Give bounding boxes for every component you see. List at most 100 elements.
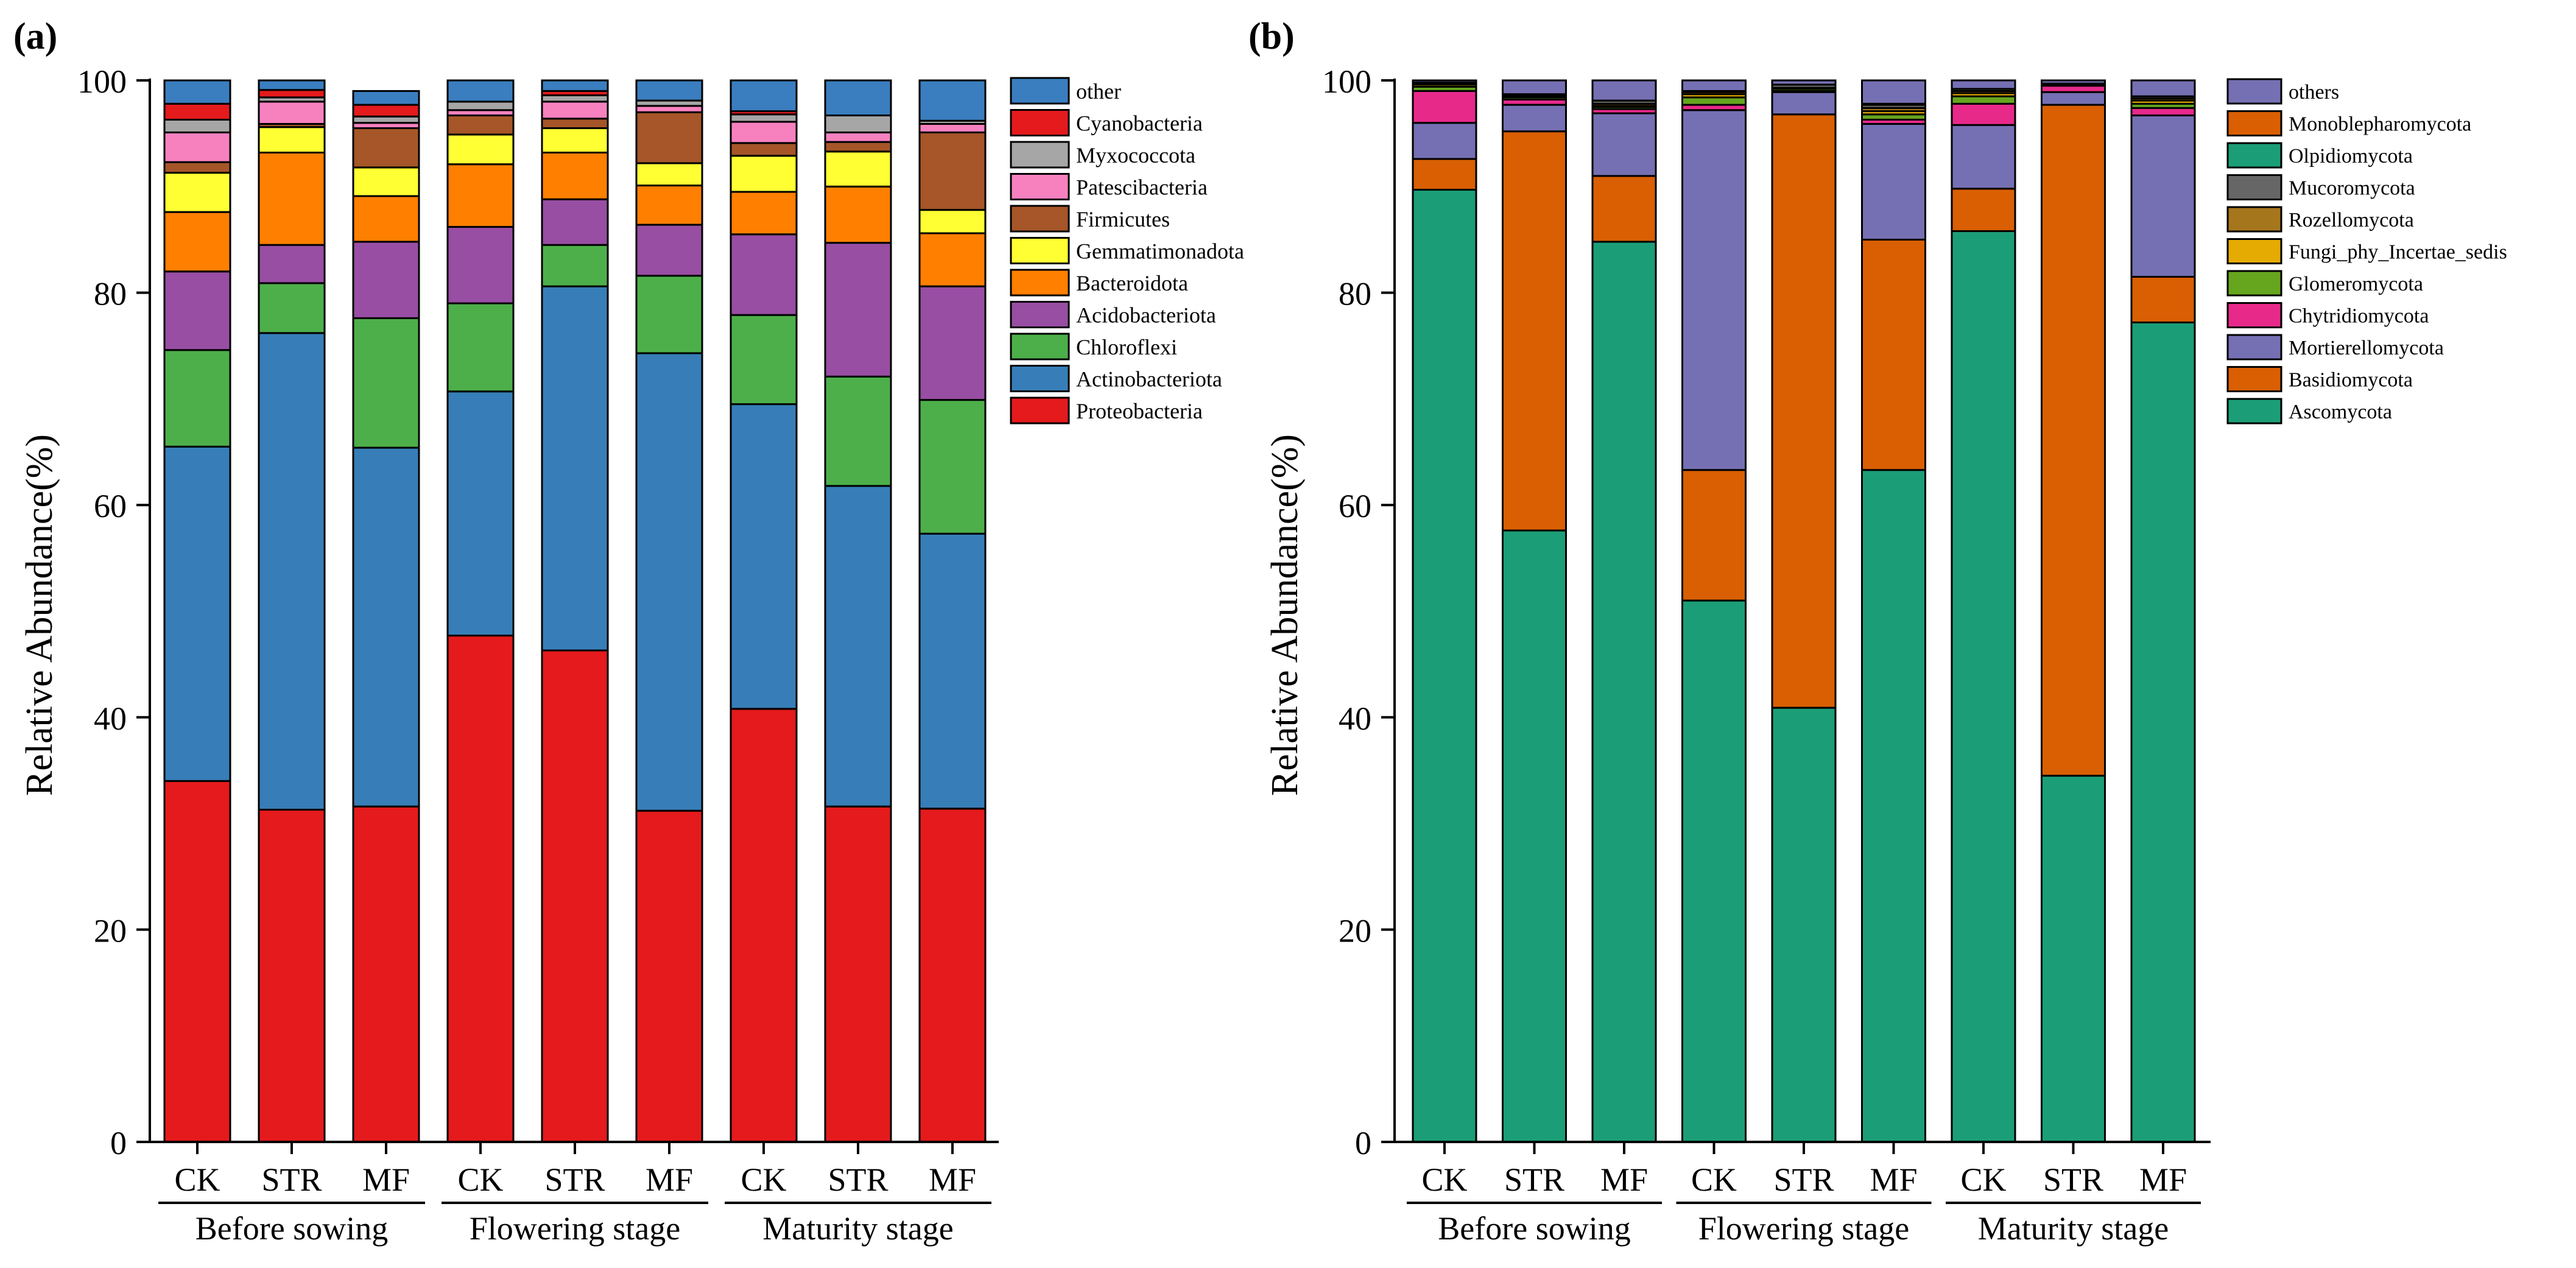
panel-b-fungi-chart: (b) Relative Abundance(%) 0 20 40 60 80 100 C… — [1248, 16, 2507, 1247]
bar-segment-bacteroidota — [258, 152, 326, 246]
bar-segment-other — [163, 79, 231, 105]
bar-segment-gemmatimonadota — [446, 133, 515, 166]
bar-segment-mortierellomycota — [1502, 104, 1567, 133]
bar-segment-chloroflexi — [824, 375, 892, 487]
x-tick-label: MF — [646, 1161, 693, 1198]
legend-swatch — [1010, 237, 1070, 264]
legend-label: Actinobacteriota — [1076, 367, 1222, 392]
bar-segment-others — [2130, 79, 2196, 97]
bar-segment-acidobacteriota — [541, 198, 609, 246]
bar-stack — [446, 79, 515, 1143]
bar-segment-chloroflexi — [163, 349, 231, 448]
bar-segment-ascomycota — [1951, 230, 2016, 1143]
y-tick-label: 0 — [110, 1125, 127, 1161]
bar-segment-proteobacteria — [635, 809, 703, 1143]
legend-label: Myxococcota — [1076, 143, 1195, 167]
legend-item: others — [2226, 78, 2339, 105]
bar-stack — [1771, 79, 1837, 1143]
legend-swatch — [2226, 142, 2282, 169]
bar-segment-cyanobacteria — [258, 89, 326, 99]
bar-segment-myxococcota — [352, 115, 420, 124]
y-tick-label: 20 — [1339, 912, 1371, 949]
legend-item: Fungi_phy_Incertae_sedis — [2226, 238, 2507, 264]
panel-a-bacteria-chart: (a) Relative Abundance(%) 0 20 40 60 80 100 C… — [13, 16, 1244, 1247]
x-tick-label: MF — [1870, 1161, 1917, 1198]
bar-stack — [1681, 79, 1747, 1143]
legend-swatch — [1010, 173, 1070, 200]
y-tick-label: 40 — [94, 700, 127, 737]
bar-segment-gemmatimonadota — [541, 127, 609, 154]
bar-segment-patescibacteria — [163, 131, 231, 163]
bar-segment-chloroflexi — [730, 314, 798, 406]
bar-segment-chytridiomycota — [1412, 90, 1477, 124]
bar-segment-basidiomycota — [1771, 113, 1837, 709]
bar-segment-myxococcota — [163, 118, 231, 133]
bar-stack — [2130, 79, 2196, 1143]
bar-segment-acidobacteriota — [446, 226, 515, 305]
legend-swatch — [1010, 205, 1070, 233]
legend-item: Rozellomycota — [2226, 206, 2414, 233]
legend-swatch — [2226, 174, 2282, 200]
legend-label: Bacteroidota — [1076, 271, 1188, 295]
bar-segment-chloroflexi — [258, 282, 326, 334]
bar-segment-others — [1951, 79, 2016, 90]
panel-a-y-ticks: 0 20 40 60 80 100 — [77, 63, 150, 1161]
bar-segment-gemmatimonadota — [163, 172, 231, 213]
bar-segment-cyanobacteria — [352, 104, 420, 118]
panel-b-x-labels: CK STR MF CK STR MF CK STR MF Before sowing Flower… — [1407, 1142, 2201, 1247]
panel-b-label: (b) — [1248, 16, 1295, 57]
group-label: Before sowing — [1438, 1210, 1630, 1247]
bar-segment-others — [1771, 79, 1837, 86]
legend-item: Patescibacteria — [1010, 173, 1208, 200]
bar-segment-actinobacteriota — [635, 352, 703, 812]
x-tick-label: STR — [2043, 1161, 2103, 1198]
bar-segment-ascomycota — [1681, 599, 1747, 1143]
bar-stack — [730, 79, 798, 1143]
legend-item: Monoblepharomycota — [2226, 110, 2471, 136]
bar-segment-ascomycota — [1412, 189, 1477, 1143]
bar-segment-other — [446, 79, 515, 103]
bar-segment-actinobacteriota — [541, 285, 609, 652]
legend-label: Gemmatimonadota — [1076, 239, 1244, 264]
legend-item: Chytridiomycota — [2226, 302, 2429, 328]
x-tick-label: MF — [2139, 1161, 2187, 1198]
legend-item: Chloroflexi — [1010, 333, 1177, 361]
bar-segment-mortierellomycota — [2130, 114, 2196, 278]
bar-segment-mortierellomycota — [1861, 122, 1926, 241]
legend-item: Glomeromycota — [2226, 270, 2423, 297]
legend-item: Acidobacteriota — [1010, 301, 1216, 328]
bar-segment-mortierellomycota — [1681, 109, 1747, 471]
legend-label: others — [2289, 81, 2339, 104]
legend-label: Cyanobacteria — [1076, 111, 1203, 136]
bar-segment-acidobacteriota — [824, 242, 892, 378]
bar-segment-patescibacteria — [258, 100, 326, 125]
legend-item: Gemmatimonadota — [1010, 237, 1244, 264]
bar-segment-mortierellomycota — [1771, 91, 1837, 116]
y-tick-label: 60 — [94, 488, 127, 524]
bar-segment-acidobacteriota — [163, 270, 231, 351]
bar-segment-actinobacteriota — [352, 446, 420, 808]
bar-segment-firmicutes — [352, 127, 420, 169]
y-tick-label: 60 — [1339, 488, 1371, 524]
bar-segment-proteobacteria — [258, 808, 326, 1143]
x-tick-label: CK — [1960, 1161, 2006, 1198]
bar-segment-actinobacteriota — [258, 332, 326, 811]
bar-segment-ascomycota — [1591, 241, 1657, 1143]
bar-segment-others — [1681, 79, 1747, 92]
x-tick-label: STR — [828, 1161, 888, 1198]
x-tick-label: CK — [1421, 1161, 1467, 1198]
bar-segment-gemmatimonadota — [918, 209, 987, 234]
panel-a-legend: other Cyanobacteria Myxococcota Patescibact… — [1010, 77, 1244, 424]
bar-segment-ascomycota — [1502, 529, 1567, 1143]
bar-segment-patescibacteria — [824, 131, 892, 143]
bar-segment-bacteroidota — [446, 163, 515, 228]
legend-item: Ascomycota — [2226, 398, 2392, 424]
bar-stack — [1951, 79, 2016, 1143]
y-tick-label: 0 — [1355, 1125, 1371, 1161]
bar-segment-patescibacteria — [730, 121, 798, 144]
bar-stack — [2041, 79, 2106, 1143]
bar-segment-myxococcota — [730, 113, 798, 123]
bar-segment-gemmatimonadota — [730, 155, 798, 193]
bar-segment-myxococcota — [824, 114, 892, 133]
